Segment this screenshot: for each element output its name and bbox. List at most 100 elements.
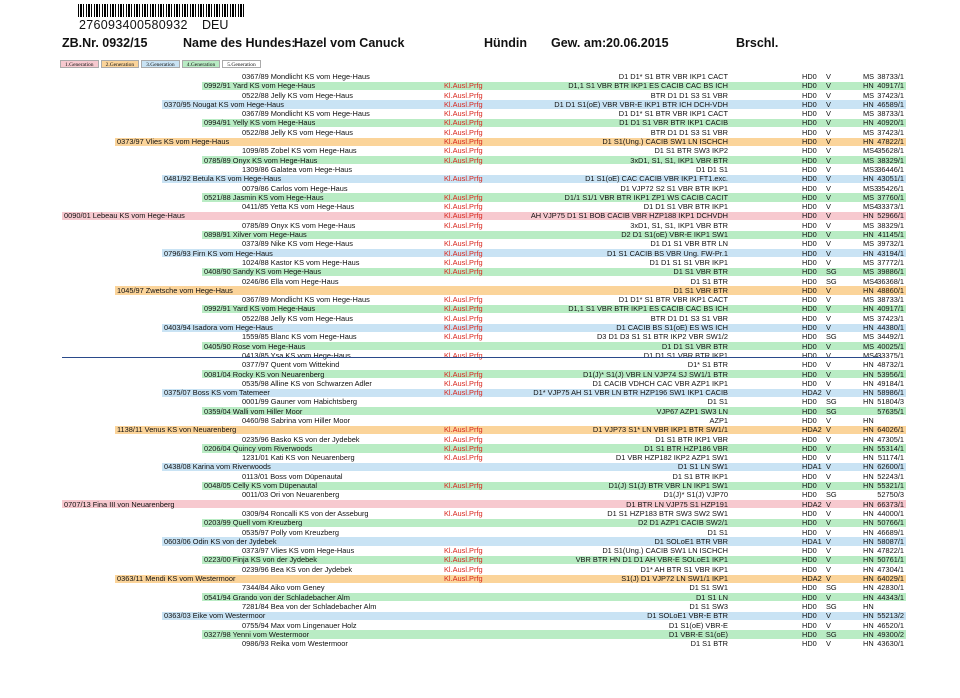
generation-bar — [162, 611, 906, 621]
results: D2 D1 S1(oE) VBR-E IKP1 SW1 — [621, 230, 728, 240]
generation-bar — [240, 146, 906, 156]
pedigree-row: 0359/04 Walli vom Hiller Moor VJP67 AZP1 … — [0, 407, 960, 416]
generation-bar — [162, 462, 906, 472]
hd-result: HDA1 — [802, 462, 822, 472]
generation-bar — [240, 528, 906, 537]
hd-result: HD0 — [802, 174, 817, 184]
pedigree-row: 0796/93 Firn KS vom Hege-Haus Kl.Ausl.Prf… — [0, 249, 960, 258]
generation-bar — [162, 323, 906, 332]
registration-number: 38329/1 — [877, 155, 904, 165]
generation-bar — [202, 267, 906, 277]
dog-name: 0796/93 Firn KS vom Hege-Haus — [164, 248, 273, 258]
barcode-number: 276093400580932 — [79, 18, 188, 32]
rating: V — [826, 220, 831, 230]
generation-bar — [162, 100, 906, 109]
registration-number: 43051/1 — [877, 174, 904, 184]
rating: SG — [826, 267, 837, 277]
dog-name: 0521/88 Jasmin KS vom Hege-Haus — [204, 192, 324, 202]
registration-number: 62600/1 — [877, 462, 904, 472]
hd-result: HD0 — [802, 267, 817, 277]
dog-name: 0405/90 Rose vom Hege-Haus — [204, 341, 306, 351]
rating: V — [826, 574, 831, 584]
results: D1* VJP75 AH S1 VBR LN BTR HZP196 SW1 IK… — [533, 388, 728, 398]
zb-number: ZB.Nr. 0932/15 — [62, 36, 148, 50]
kl-ausl-prfg: Kl.Ausl.Prfg — [444, 239, 483, 249]
pedigree-row: 0408/90 Sandy KS vom Hege-Haus Kl.Ausl.Pr… — [0, 267, 960, 276]
kl-ausl-prfg: Kl.Ausl.Prfg — [444, 546, 483, 556]
hd-result: HD0 — [802, 295, 817, 305]
dog-name: 0370/95 Nougat KS vom Hege-Haus — [164, 99, 284, 109]
hd-result: HD0 — [802, 620, 817, 630]
dog-name: 0375/07 Boss KS vom Tatemeer — [164, 388, 270, 398]
hd-result: HD0 — [802, 583, 817, 593]
class: HN — [863, 397, 874, 407]
rating: V — [826, 304, 831, 314]
registration-number: 55321/1 — [877, 481, 904, 491]
generation-bar — [202, 118, 906, 128]
generation-bar — [202, 81, 906, 91]
generation-bar — [240, 509, 906, 518]
rating: V — [826, 378, 831, 388]
results: D1 D1* S1 BTR VBR IKP1 CACT — [618, 295, 728, 305]
rating: V — [826, 81, 831, 91]
dog-name: 0438/08 Karina vom Riverwoods — [164, 462, 271, 472]
results: D1 S1 BTR IKP1 — [672, 471, 728, 481]
dog-name: 0522/88 Jelly KS vom Hege-Haus — [242, 313, 353, 323]
results: D1 S1(oE) VBR-E — [668, 620, 728, 630]
dog-name: 0413/85 Ysa KS vom Hege-Haus — [242, 350, 351, 360]
dog-name: 0359/04 Walli vom Hiller Moor — [204, 406, 303, 416]
rating: SG — [826, 332, 837, 342]
color: Brschl. — [736, 36, 779, 50]
pedigree-row: 0377/97 Quent vom Wittekind D1* S1 BTR HD0… — [0, 360, 960, 369]
rating: V — [826, 248, 831, 258]
dog-name: 0367/89 Mondlicht KS vom Hege-Haus — [242, 295, 370, 305]
kl-ausl-prfg: Kl.Ausl.Prfg — [444, 323, 483, 333]
generation-bar — [240, 639, 906, 648]
dog-name: 0367/89 Mondlicht KS vom Hege-Haus — [242, 72, 370, 81]
generation-bar — [240, 360, 906, 369]
results: D1 D1 S1 VBR BTR IKP1 CACIB — [619, 118, 728, 128]
registration-number: 49184/1 — [877, 378, 904, 388]
results: D1 BTR LN VJP75 S1 HZP191 — [626, 499, 728, 509]
pedigree-row: 0986/93 Reika vom Westermoor D1 S1 BTR HD0… — [0, 639, 960, 648]
class: MS4 — [863, 202, 879, 212]
class: HN — [863, 174, 874, 184]
kl-ausl-prfg: Kl.Ausl.Prfg — [444, 155, 483, 165]
rating: V — [826, 620, 831, 630]
barcode — [78, 4, 246, 17]
registration-number: 58986/1 — [877, 388, 904, 398]
kl-ausl-prfg: Kl.Ausl.Prfg — [444, 555, 483, 565]
pedigree-row: 0367/89 Mondlicht KS vom Hege-Haus D1 D1*… — [0, 72, 960, 81]
rating: V — [826, 183, 831, 193]
class: HN — [863, 499, 874, 509]
class: HN — [863, 629, 874, 639]
pedigree-row: 0535/98 Alline KS von Schwarzen Adler Kl.… — [0, 379, 960, 388]
results: D1 S1 CACIB BS VBR Ung. FW-Pr.1 — [606, 248, 728, 258]
hd-result: HDA2 — [802, 425, 822, 435]
registration-number: 44380/1 — [877, 323, 904, 333]
generation-bar — [240, 351, 906, 360]
class: HN — [863, 471, 874, 481]
kl-ausl-prfg: Kl.Ausl.Prfg — [444, 109, 483, 119]
hd-result: HD0 — [802, 341, 817, 351]
generation-legend: 1.Generation 2.Generation 3.Generation 4… — [60, 60, 261, 68]
results: D1 D1* S1 BTR VBR IKP1 CACT — [618, 72, 728, 81]
hd-result: HD0 — [802, 639, 817, 649]
generation-2-label: 2.Generation — [100, 60, 140, 68]
dog-name: 0206/04 Quincy vom Riverwoods — [204, 443, 313, 453]
hd-result: HD0 — [802, 518, 817, 528]
generation-3-label: 3.Generation — [141, 60, 180, 68]
pedigree-row: 0373/97 Vlies KS vom Hege-Haus Kl.Ausl.Pr… — [0, 137, 960, 146]
results: D1 S1 BTR SW3 IKP2 — [654, 146, 728, 156]
rating: V — [826, 462, 831, 472]
registration-number: 38733/1 — [877, 295, 904, 305]
hd-result: HD0 — [802, 564, 817, 574]
dog-name: 1024/88 Kastor KS vom Hege-Haus — [242, 257, 360, 267]
pedigree-row: 1231/01 Kati KS von Neuarenberg Kl.Ausl.P… — [0, 453, 960, 462]
hd-result: HDA2 — [802, 388, 822, 398]
rating: V — [826, 425, 831, 435]
registration-number: 33373/1 — [877, 202, 904, 212]
dog-name: 0755/94 Max vom Lingenauer Holz — [242, 620, 357, 630]
hd-result: HD0 — [802, 81, 817, 91]
registration-number: 52966/1 — [877, 211, 904, 221]
